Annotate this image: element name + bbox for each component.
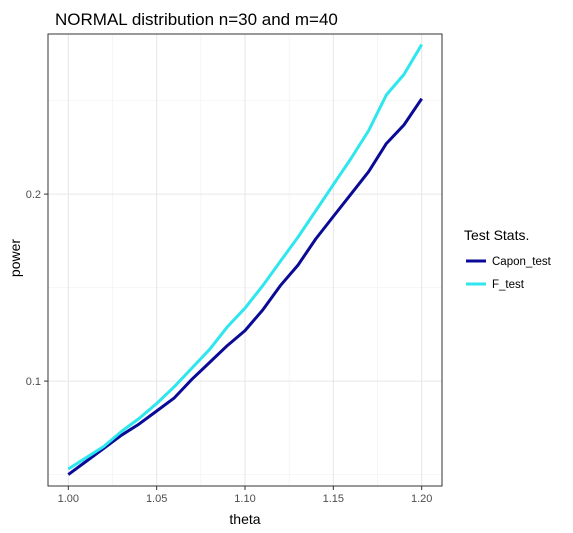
series-line-f-test <box>67 43 423 471</box>
legend-title: Test Stats. <box>464 227 529 243</box>
legend-label: F_test <box>492 279 525 291</box>
legend-items: Capon_test F_test <box>466 256 552 291</box>
y-tick-label: 0.2 <box>26 189 41 201</box>
x-axis-title: theta <box>229 511 260 527</box>
x-tick-label: 1.10 <box>234 493 255 505</box>
x-tick-label: 1.15 <box>323 493 344 505</box>
grid-lines <box>48 34 442 486</box>
axis-ticks: 1.00 1.05 1.10 1.15 1.20 0.1 0.2 <box>26 189 433 505</box>
chart-title: NORMAL distribution n=30 and m=40 <box>55 10 338 29</box>
series-lines <box>67 43 423 476</box>
y-tick-label: 0.1 <box>26 376 41 388</box>
y-axis-title: power <box>7 239 23 277</box>
legend-label: Capon_test <box>492 256 552 268</box>
series-line-capon-test <box>67 97 423 476</box>
x-tick-label: 1.00 <box>58 493 79 505</box>
legend: Test Stats. Capon_test F_test <box>464 227 552 291</box>
x-tick-label: 1.20 <box>411 493 432 505</box>
x-tick-label: 1.05 <box>146 493 167 505</box>
